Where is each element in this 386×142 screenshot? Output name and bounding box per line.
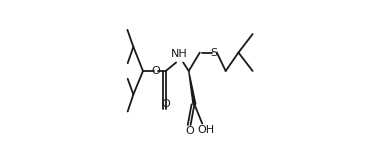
Text: O: O [151,66,160,76]
Text: S: S [211,48,218,58]
Polygon shape [189,71,196,105]
Text: O: O [161,99,170,109]
Text: O: O [185,126,194,136]
Text: OH: OH [197,125,214,135]
Text: NH: NH [171,49,188,59]
